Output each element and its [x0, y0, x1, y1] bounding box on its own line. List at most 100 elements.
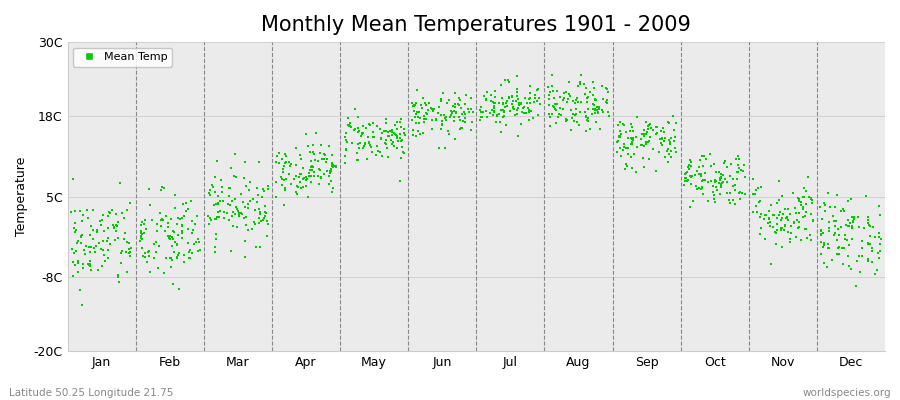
Point — [746, 208, 760, 215]
Point — [666, 113, 680, 120]
Point — [503, 108, 517, 114]
Point — [86, 227, 100, 233]
Point — [541, 84, 555, 90]
Point — [688, 172, 703, 178]
Point — [792, 210, 806, 216]
Point — [495, 94, 509, 101]
Point — [138, 216, 152, 223]
Point — [138, 250, 152, 256]
Point — [230, 206, 245, 212]
Point — [247, 196, 261, 202]
Point — [788, 205, 802, 211]
Point — [441, 128, 455, 134]
Point — [352, 145, 366, 152]
Point — [259, 218, 274, 224]
Point — [83, 262, 97, 269]
Point — [79, 243, 94, 250]
Point — [68, 248, 83, 254]
Point — [446, 102, 461, 109]
Point — [599, 85, 614, 91]
Point — [814, 228, 828, 234]
Point — [292, 151, 307, 158]
Point — [292, 179, 307, 185]
Point — [599, 100, 614, 106]
Point — [592, 104, 607, 110]
Point — [545, 111, 560, 117]
Point — [211, 193, 225, 199]
Point — [409, 132, 423, 139]
Point — [222, 185, 237, 192]
Point — [686, 198, 700, 204]
Point — [646, 146, 661, 152]
Point — [158, 255, 173, 261]
Point — [229, 196, 243, 202]
Point — [753, 184, 768, 191]
Point — [117, 215, 131, 222]
Point — [177, 259, 192, 265]
Point — [363, 142, 377, 148]
Point — [573, 81, 588, 87]
Point — [95, 263, 110, 270]
Point — [796, 204, 810, 210]
Point — [842, 263, 857, 269]
Point — [596, 109, 610, 116]
Point — [341, 122, 356, 129]
Point — [158, 228, 172, 234]
Point — [454, 111, 469, 117]
Point — [689, 186, 704, 192]
Point — [167, 249, 182, 256]
Point — [365, 120, 380, 126]
Point — [67, 225, 81, 232]
Point — [181, 240, 195, 247]
Point — [147, 255, 161, 261]
Point — [73, 232, 87, 239]
Point — [223, 202, 238, 208]
Point — [133, 230, 148, 236]
Point — [229, 173, 243, 180]
Point — [573, 78, 588, 85]
Point — [458, 101, 473, 107]
Point — [410, 86, 424, 93]
Point — [343, 120, 357, 127]
Point — [163, 233, 177, 239]
Point — [283, 170, 297, 177]
Point — [502, 94, 517, 100]
Point — [720, 190, 734, 197]
Point — [277, 160, 292, 166]
Point — [137, 221, 151, 227]
Point — [590, 110, 605, 116]
Point — [253, 209, 267, 216]
Point — [559, 116, 573, 122]
Point — [205, 184, 220, 190]
Point — [691, 164, 706, 170]
Point — [512, 100, 526, 106]
Point — [447, 135, 462, 142]
Point — [709, 178, 724, 184]
Point — [714, 182, 728, 189]
Point — [619, 161, 634, 167]
Point — [245, 226, 259, 232]
Point — [231, 213, 246, 220]
Point — [360, 156, 374, 162]
Point — [517, 104, 531, 110]
Point — [494, 106, 508, 113]
Point — [238, 215, 252, 222]
Point — [842, 222, 856, 229]
Point — [583, 89, 598, 96]
Point — [405, 100, 419, 107]
Point — [224, 165, 238, 171]
Point — [847, 214, 861, 220]
Point — [643, 156, 657, 162]
Point — [844, 266, 859, 272]
Point — [795, 237, 809, 243]
Point — [830, 251, 844, 258]
Point — [649, 124, 663, 130]
Point — [415, 105, 429, 111]
Point — [302, 173, 316, 180]
Point — [725, 183, 740, 190]
Point — [526, 99, 541, 105]
Point — [226, 208, 240, 215]
Point — [172, 249, 186, 256]
Point — [792, 219, 806, 226]
Point — [202, 221, 216, 228]
